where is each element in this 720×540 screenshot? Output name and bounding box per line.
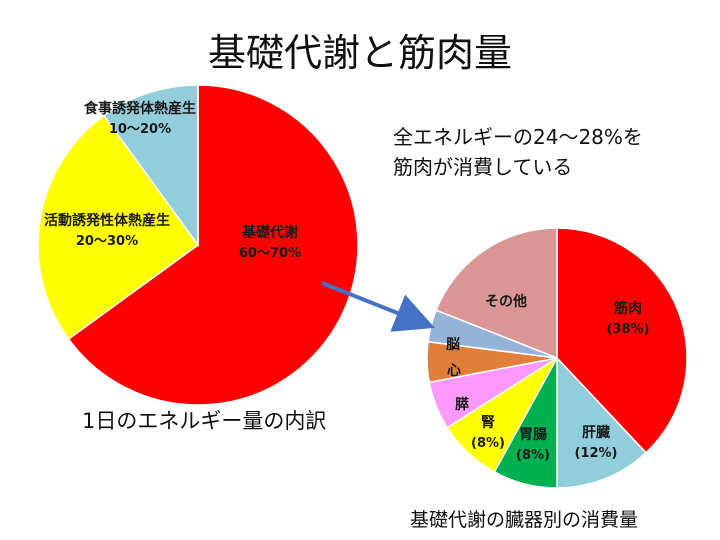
- slice-value-label: 60～70%: [239, 246, 301, 261]
- slice-value-label: 20～30%: [76, 234, 138, 249]
- slice-label: 膵: [455, 396, 469, 413]
- pie-slice: [67, 84, 359, 406]
- slice-label: 胃腸: [519, 426, 547, 443]
- organ-consumption-caption: 基礎代謝の臓器別の消費量: [410, 509, 639, 531]
- pie-slice: [435, 227, 558, 360]
- page-title: 基礎代謝と筋肉量: [207, 31, 512, 75]
- slice-label: 基礎代謝: [242, 224, 298, 241]
- slice-value-label: (8%): [516, 448, 550, 463]
- annotation-line-2: 筋肉が消費している: [393, 155, 573, 179]
- pie-slice: [556, 356, 648, 489]
- slice-value-label: (12%): [575, 446, 618, 461]
- slice-value-label: (38%): [607, 322, 650, 337]
- slice-value-label: 10～20%: [109, 122, 171, 137]
- energy-breakdown-pie: 基礎代謝 60～70% 活動誘発性体熱産生 20～30% 食事誘発体熱産生 10～20%: [37, 84, 359, 406]
- arrow-connector: [321, 281, 435, 332]
- organ-consumption-pie: 筋肉 (38%) 肝臓 (12%) 胃腸 (8%) 腎 (8%) 膵 心脳 その他: [426, 227, 688, 489]
- slice-label: 活動誘発性体熱産生: [44, 212, 170, 229]
- slice-label: 心: [447, 363, 461, 379]
- slice-label: 肝臓: [582, 424, 610, 441]
- pie-slice: [37, 114, 200, 341]
- slice-label: その他: [485, 293, 527, 310]
- annotation-line-1: 全エネルギーの24～28%を: [393, 125, 643, 149]
- slice-label: 食事誘発体熱産生: [84, 100, 196, 117]
- slice-label: 脳: [446, 336, 460, 353]
- slice-label: 筋肉: [614, 300, 642, 317]
- slice-value-label: (8%): [471, 436, 505, 451]
- pie-slice: [556, 227, 688, 454]
- pie-slice: [102, 84, 199, 248]
- annotation-text: 全エネルギーの24～28%を 筋肉が消費している: [393, 122, 643, 182]
- energy-breakdown-caption: 1日のエネルギー量の内訳: [82, 409, 327, 433]
- slice-label: 腎: [481, 415, 495, 431]
